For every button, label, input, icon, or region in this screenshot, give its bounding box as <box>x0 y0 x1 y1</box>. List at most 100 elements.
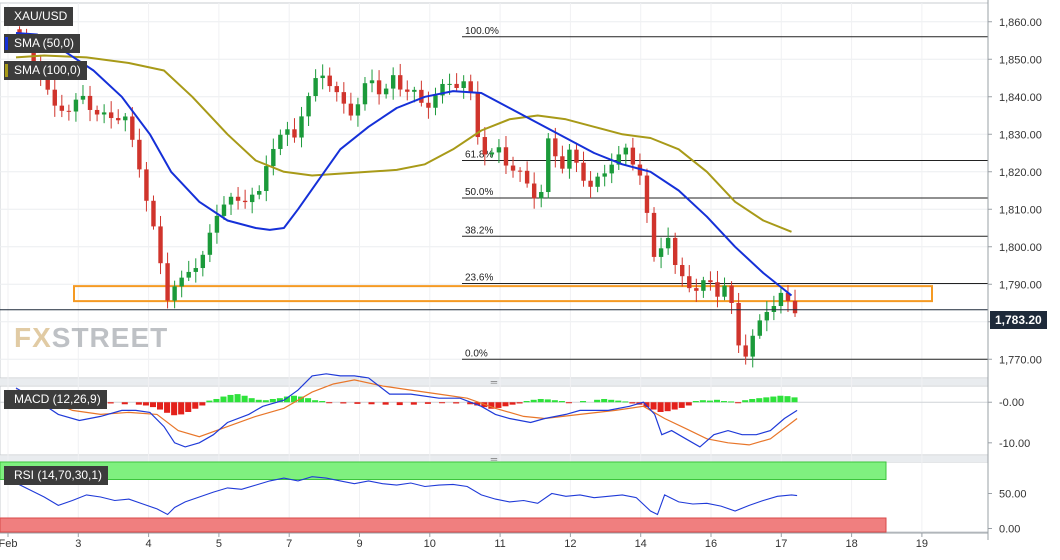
macd-histogram-bar-up <box>248 398 255 403</box>
candle-down <box>376 80 382 95</box>
macd-tick-label: -0.00 <box>999 397 1024 409</box>
macd-histogram-bar-up <box>523 401 530 403</box>
macd-histogram-bar-down <box>488 402 495 409</box>
candle-down <box>341 92 347 104</box>
time-tick-label: 18 <box>845 538 857 550</box>
macd-histogram-bar-up <box>262 400 269 403</box>
macd-histogram-bar-down <box>678 402 685 408</box>
symbol-tag[interactable]: XAU/USD <box>4 7 74 26</box>
candle-down <box>729 285 734 303</box>
pane-separator <box>0 379 988 385</box>
macd-histogram-bar-down <box>467 402 474 405</box>
candle-up <box>489 152 495 155</box>
candle-up <box>496 147 502 153</box>
symbol-swatch <box>5 10 8 23</box>
sma50-tag[interactable]: SMA (50,0) <box>4 34 81 53</box>
macd-histogram-bar-down <box>340 402 347 404</box>
sma100-tag[interactable]: SMA (100,0) <box>4 61 87 80</box>
candle-down <box>59 105 65 111</box>
rsi-overbought-band <box>0 461 887 480</box>
price-tick-label: 1,830.00 <box>999 129 1042 141</box>
candle-down <box>743 345 748 357</box>
axes-layer: 1,860.00 1,850.00 1,840.00 1,830.00 1,820.00… <box>0 0 1042 550</box>
candle-up <box>616 154 621 165</box>
candle-up <box>701 280 706 291</box>
fibonacci-label: 100.0% <box>465 26 499 37</box>
macd-histogram-bar-up <box>713 399 720 403</box>
macd-histogram-bar-up <box>269 398 276 403</box>
candle-down <box>116 118 121 121</box>
rsi-tick-label: 50.00 <box>999 489 1027 501</box>
macd-histogram-bar-down <box>509 402 516 405</box>
candle-down <box>785 292 791 301</box>
macd-histogram-bar-down <box>192 402 199 409</box>
macd-histogram-bar-up <box>791 397 798 403</box>
candle-down <box>510 165 516 171</box>
candle-down <box>715 282 720 297</box>
candle-up <box>609 164 614 174</box>
fibonacci-label: 0.0% <box>465 348 488 359</box>
macd-histogram-bar-up <box>220 396 227 403</box>
candle-down <box>292 129 297 138</box>
candle-down <box>637 164 643 176</box>
macd-histogram-bar-up <box>615 400 622 403</box>
candle-up <box>73 99 79 112</box>
candle-up <box>200 254 206 269</box>
macd-histogram-bar-up <box>530 399 537 403</box>
rsi-tag[interactable]: RSI (14,70,30,1) <box>4 466 109 485</box>
candle-up <box>278 134 283 149</box>
time-tick-label: 9 <box>356 538 362 550</box>
support-zone-layer <box>73 285 933 303</box>
price-tick-label: 1,800.00 <box>999 242 1042 254</box>
candle-down <box>398 75 403 90</box>
time-tick-label: 14 <box>635 538 647 550</box>
rsi-tick-label: 0.00 <box>999 524 1020 536</box>
candle-down <box>517 170 523 172</box>
macd-swatch <box>5 393 8 406</box>
macd-histogram-bar-up <box>276 398 283 403</box>
macd-histogram-bar-up <box>206 400 213 403</box>
macd-histogram-bar-up <box>692 401 699 403</box>
time-tick-label: 7 <box>286 538 292 550</box>
candle-down <box>52 89 57 106</box>
candle-up <box>362 83 368 105</box>
sma50-line <box>15 32 793 297</box>
candle-down <box>334 86 339 93</box>
macd-histogram-bar-down <box>368 402 375 405</box>
macd-histogram-bar-down <box>735 402 742 404</box>
macd-tick-label: -10.00 <box>999 438 1030 450</box>
candle-down <box>327 75 332 87</box>
candle-up <box>186 271 191 278</box>
candle-down <box>137 139 142 170</box>
macd-histogram-bar-down <box>382 402 389 405</box>
candle-down <box>235 196 241 201</box>
candle-down <box>553 138 558 157</box>
symbol-label: XAU/USD <box>14 9 68 23</box>
macd-histogram-bar-up <box>721 401 728 403</box>
candle-up <box>764 311 770 321</box>
macd-histogram-bar-up <box>305 398 312 403</box>
macd-histogram-bar-up <box>608 399 615 403</box>
candle-down <box>108 112 114 119</box>
rsi-layer <box>15 476 798 516</box>
candle-up <box>623 147 629 155</box>
macd-histogram-bar-down <box>121 402 128 405</box>
candle-down <box>531 183 537 199</box>
candle-up <box>80 95 86 100</box>
candle-up <box>123 116 128 121</box>
macd-histogram-bar-down <box>396 402 403 406</box>
candle-down <box>574 149 579 163</box>
candle-up <box>602 173 607 177</box>
macd-histogram-bar-down <box>439 402 446 404</box>
candle-down <box>419 89 424 103</box>
macd-histogram-bar-up <box>622 401 629 403</box>
macd-label: MACD (12,26,9) <box>14 392 101 406</box>
time-tick-label: 19 <box>916 538 928 550</box>
macd-tag[interactable]: MACD (12,26,9) <box>4 390 107 409</box>
macd-histogram-bar-down <box>185 402 192 412</box>
fibonacci-label: 38.2% <box>465 225 493 236</box>
candle-down <box>694 288 699 291</box>
macd-histogram-bar-down <box>474 402 481 406</box>
candle-down <box>560 156 565 169</box>
candle-up <box>257 191 262 195</box>
